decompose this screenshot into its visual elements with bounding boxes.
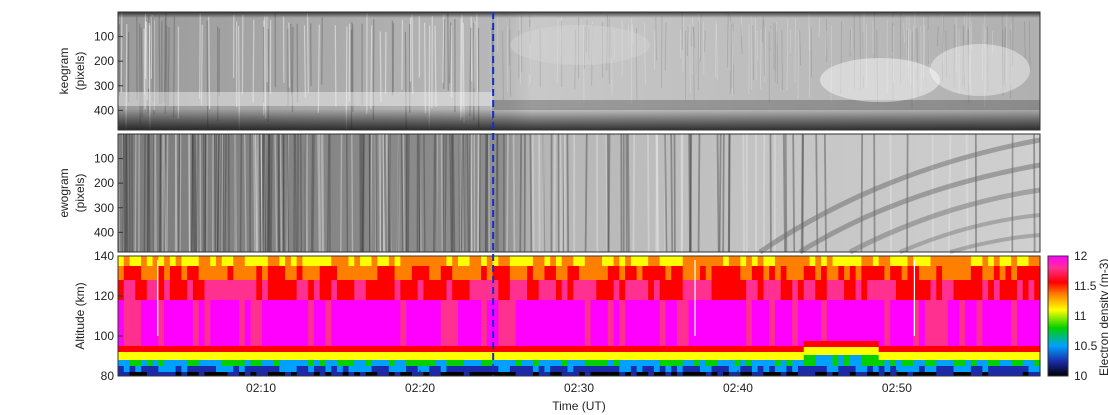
keogram-ylabel-2: (pixels)	[73, 52, 87, 91]
y-tick-label: 400	[94, 103, 114, 117]
y-tick-label: 300	[94, 79, 114, 93]
x-tick-label: 02:20	[405, 381, 435, 395]
y-tick-label: 120	[94, 289, 114, 303]
density-heatmap	[118, 256, 1041, 376]
y-tick-label: 400	[94, 225, 114, 239]
colorbar-gradient	[1047, 255, 1069, 377]
x-tick-label: 02:10	[246, 381, 276, 395]
colorbar-tick-label: 11.5	[1074, 279, 1097, 293]
x-axis-label: Time (UT)	[552, 399, 606, 413]
density-panel: 80 100 120 140 Altitude (km)	[73, 249, 1041, 383]
ewogram-ylabel-2: (pixels)	[73, 174, 87, 213]
x-tick-label: 02:30	[564, 381, 594, 395]
y-tick-label: 100	[94, 152, 114, 166]
colorbar-tick-label: 11	[1074, 309, 1087, 323]
x-tick-label: 02:50	[882, 381, 912, 395]
x-axis: 02:10 02:20 02:30 02:40 02:50	[246, 370, 912, 395]
x-tick-label: 02:40	[723, 381, 753, 395]
ewogram-panel: 100 200 300 400 ewogram (pixels)	[57, 133, 1041, 255]
colorbar-tick-label: 12	[1074, 249, 1088, 263]
y-tick-label: 200	[94, 176, 114, 190]
ewogram-arcs	[758, 137, 1041, 255]
y-tick-label: 200	[94, 54, 114, 68]
keogram-panel: 100 200 300 400 keogram (pixels)	[57, 11, 1041, 131]
keogram-ylabel-1: keogram	[57, 48, 71, 95]
ewogram-ylabel-1: ewogram	[57, 168, 71, 217]
y-tick-label: 100	[94, 30, 114, 44]
colorbar: 12 11.5 11 10.5 10 Electron density (m-3)	[1047, 249, 1108, 383]
y-tick-label: 140	[94, 249, 114, 263]
y-tick-label: 300	[94, 201, 114, 215]
density-ylabel: Altitude (km)	[73, 282, 87, 349]
colorbar-tick-label: 10	[1074, 369, 1088, 383]
y-tick-label: 100	[94, 329, 114, 343]
ewogram-image	[118, 134, 1040, 252]
ewogram-streaks	[117, 133, 1036, 253]
colorbar-label: Electron density (m-3)	[1097, 259, 1108, 376]
y-tick-label: 80	[101, 369, 115, 383]
colorbar-tick-label: 10.5	[1074, 339, 1098, 353]
